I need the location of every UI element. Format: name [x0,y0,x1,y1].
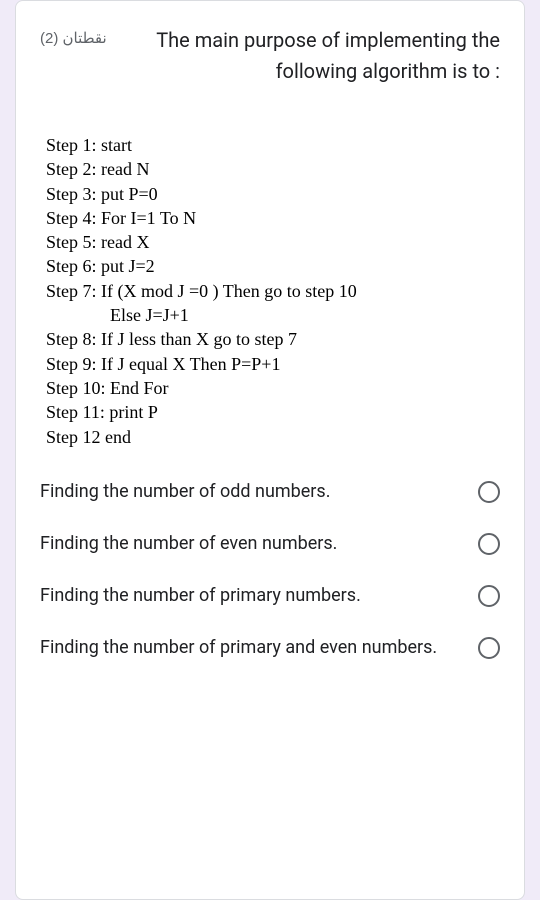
option-row[interactable]: Finding the number of primary numbers. [40,583,500,609]
algo-line: Step 8: If J less than X go to step 7 [46,327,500,351]
question-header: نقطتان (2) The main purpose of implement… [40,25,500,87]
algo-line: Step 4: For I=1 To N [46,206,500,230]
algo-line: Step 7: If (X mod J =0 ) Then go to step… [46,279,500,303]
option-label: Finding the number of primary and even n… [40,635,462,661]
option-row[interactable]: Finding the number of even numbers. [40,531,500,557]
radio-icon[interactable] [478,533,500,555]
option-label: Finding the number of even numbers. [40,531,462,557]
algo-line: Step 1: start [46,133,500,157]
option-label: Finding the number of primary numbers. [40,583,462,609]
algo-line: Step 12 end [46,425,500,449]
algo-line: Step 6: put J=2 [46,254,500,278]
question-card: نقطتان (2) The main purpose of implement… [15,0,525,900]
question-text: The main purpose of implementing the fol… [119,25,500,87]
radio-icon[interactable] [478,481,500,503]
radio-icon[interactable] [478,637,500,659]
option-row[interactable]: Finding the number of odd numbers. [40,479,500,505]
algo-line: Step 5: read X [46,230,500,254]
algo-line-indent: Else J=J+1 [46,303,500,327]
options-list: Finding the number of odd numbers. Findi… [40,479,500,661]
option-row[interactable]: Finding the number of primary and even n… [40,635,500,661]
algo-line: Step 9: If J equal X Then P=P+1 [46,352,500,376]
algo-line: Step 10: End For [46,376,500,400]
algo-line: Step 2: read N [46,157,500,181]
algo-line: Step 11: print P [46,400,500,424]
radio-icon[interactable] [478,585,500,607]
algorithm-block: Step 1: start Step 2: read N Step 3: put… [46,133,500,449]
points-label: نقطتان (2) [40,25,107,47]
option-label: Finding the number of odd numbers. [40,479,462,505]
algo-line: Step 3: put P=0 [46,182,500,206]
